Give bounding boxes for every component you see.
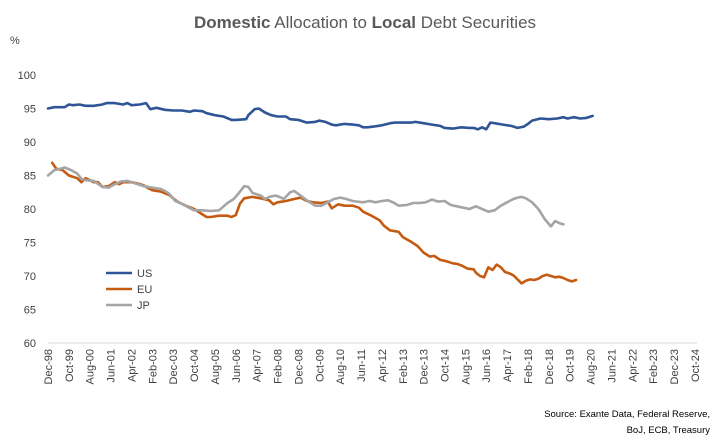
- series-line-us: [46, 101, 594, 131]
- x-tick-label: Aug-20: [586, 349, 598, 384]
- x-tick-label: Aug-10: [335, 349, 347, 384]
- chart-title-part-1: Domestic: [194, 13, 271, 32]
- x-tick-label: Aug-15: [460, 349, 472, 384]
- x-axis-ticks: Dec-98 Oct-99 Aug-00 Jun-01 Apr-02 Feb-03 Dec-…: [43, 349, 702, 384]
- x-tick-label: Feb-23: [648, 349, 660, 384]
- series-line-jp: [46, 166, 565, 228]
- legend-label-jp: JP: [137, 300, 150, 312]
- x-tick-label: Oct-24: [690, 349, 702, 382]
- source-line-1: Source: Exante Data, Federal Reserve,: [544, 409, 710, 420]
- y-axis-ticks: 60 65 70 75 80 85 90 95 100: [18, 70, 36, 350]
- x-tick-label: Dec-08: [293, 349, 305, 384]
- x-tick-label: Oct-04: [189, 349, 201, 382]
- x-tick-label: Apr-02: [126, 349, 138, 382]
- y-tick-label: 80: [24, 204, 36, 216]
- y-tick-label: 65: [24, 305, 36, 317]
- x-tick-label: Dec-03: [168, 349, 180, 384]
- x-tick-label: Jun-11: [356, 349, 368, 382]
- source-line-2: BoJ, ECB, Treasury: [627, 425, 711, 436]
- x-tick-label: Feb-13: [398, 349, 410, 384]
- y-tick-label: 70: [24, 271, 36, 283]
- x-tick-label: Apr-07: [252, 349, 264, 382]
- x-tick-label: Jun-16: [481, 349, 493, 383]
- x-tick-label: Oct-09: [314, 349, 326, 382]
- x-tick-label: Apr-22: [627, 349, 639, 382]
- x-tick-label: Oct-19: [565, 349, 577, 382]
- x-tick-label: Dec-13: [419, 349, 431, 384]
- x-tick-label: Dec-98: [43, 349, 55, 384]
- x-tick-label: Aug-05: [210, 349, 222, 384]
- chart-title: Domestic Allocation to Local Debt Securi…: [194, 13, 536, 32]
- x-tick-label: Jun-01: [106, 349, 118, 383]
- x-tick-label: Jun-21: [606, 349, 618, 383]
- y-tick-label: 75: [24, 238, 36, 250]
- x-tick-label: Apr-17: [502, 349, 514, 382]
- y-tick-label: 100: [18, 70, 36, 82]
- x-tick-label: Feb-18: [523, 349, 535, 384]
- chart-title-part-4: Debt Securities: [416, 13, 536, 32]
- x-tick-label: Oct-14: [439, 349, 451, 382]
- chart-title-part-3: Local: [372, 13, 416, 32]
- x-tick-label: Oct-99: [64, 349, 76, 382]
- x-tick-label: Apr-12: [377, 349, 389, 382]
- y-tick-label: 90: [24, 137, 36, 149]
- legend-label-us: US: [137, 268, 152, 280]
- legend: US EU JP: [106, 268, 152, 312]
- x-tick-label: Jun-06: [231, 349, 243, 383]
- x-tick-label: Aug-00: [85, 349, 97, 384]
- y-tick-label: 85: [24, 171, 36, 183]
- x-tick-label: Feb-08: [273, 349, 285, 384]
- x-tick-label: Dec-23: [669, 349, 681, 384]
- x-tick-label: Dec-18: [544, 349, 556, 384]
- legend-label-eu: EU: [137, 284, 152, 296]
- y-tick-label: 60: [24, 338, 36, 350]
- chart-title-part-2: Allocation to: [271, 13, 372, 32]
- y-tick-label: 95: [24, 104, 36, 116]
- y-axis-unit: %: [10, 35, 20, 47]
- x-tick-label: Feb-03: [147, 349, 159, 384]
- series-lines: [46, 101, 594, 285]
